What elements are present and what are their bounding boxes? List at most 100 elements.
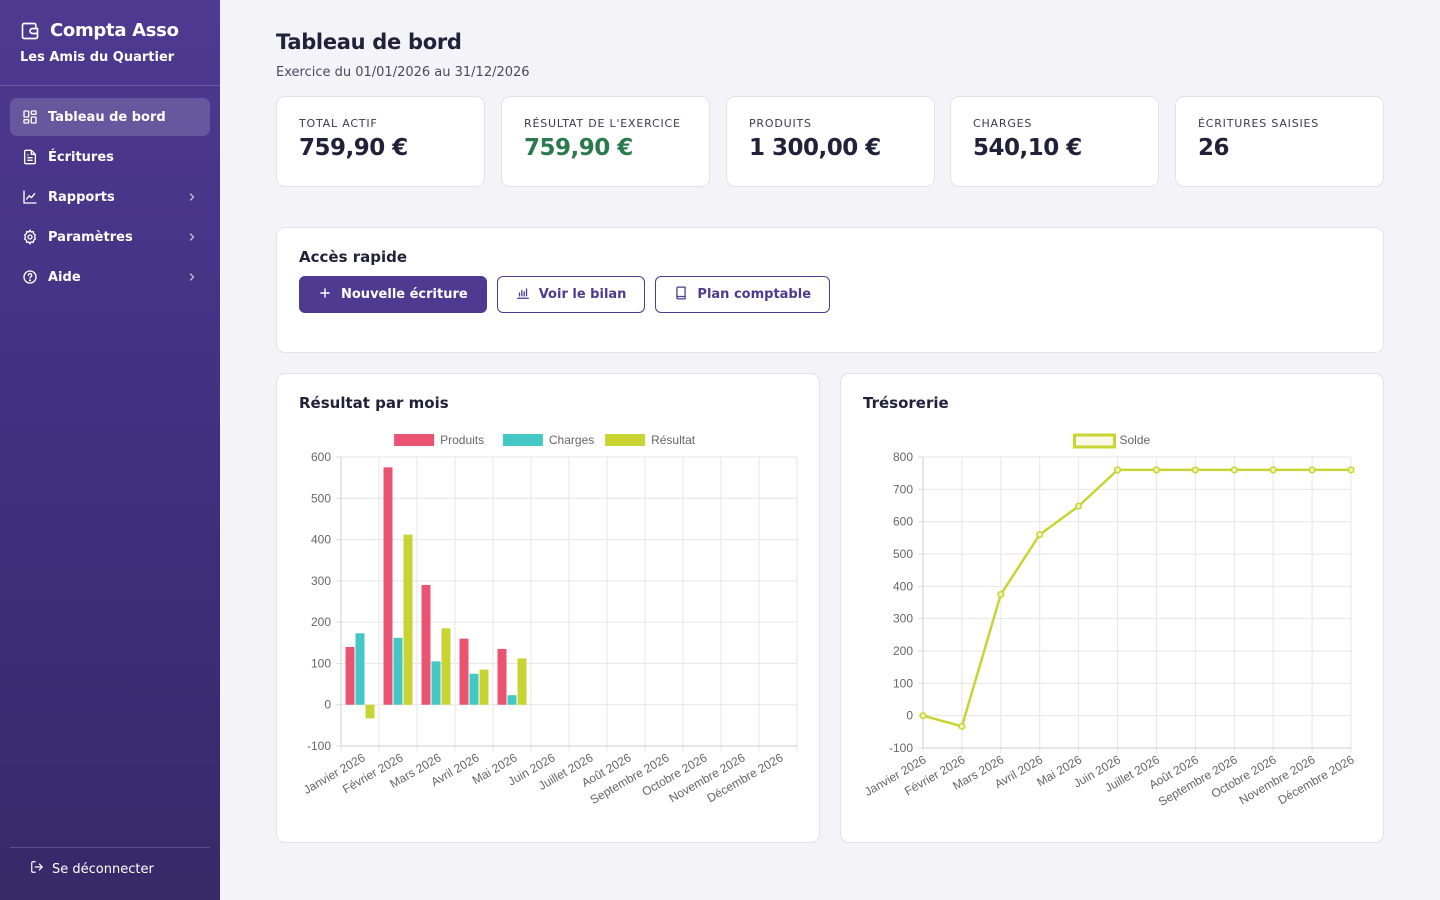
- sidebar-item-label: Rapports: [48, 189, 115, 205]
- sidebar: Compta Asso Les Amis du Quartier Tableau…: [0, 0, 220, 900]
- chevron-right-icon: [186, 231, 198, 243]
- chart-of-accounts-button[interactable]: Plan comptable: [655, 276, 831, 313]
- data-point: [1269, 466, 1277, 474]
- data-point: [958, 722, 966, 730]
- page-subtitle: Exercice du 01/01/2026 au 31/12/2026: [276, 65, 530, 80]
- book-icon: [674, 286, 688, 304]
- data-point: [1308, 466, 1316, 474]
- stat-label: Total actif: [299, 117, 378, 130]
- button-label: Voir le bilan: [538, 287, 627, 302]
- stat-value: 26: [1198, 135, 1230, 161]
- y-tick-label: 800: [893, 450, 913, 464]
- stat-card-charges: Charges 540,10 €: [950, 96, 1159, 187]
- bar-produits: [383, 467, 393, 705]
- button-label: Nouvelle écriture: [341, 287, 468, 302]
- bar-résultat: [403, 534, 413, 705]
- y-tick-label: 0: [324, 698, 331, 712]
- data-point: [997, 590, 1005, 598]
- y-tick-label: 0: [906, 709, 913, 723]
- app-name: Compta Asso: [50, 20, 179, 41]
- y-tick-label: 100: [893, 676, 913, 690]
- sidebar-nav: Tableau de bord Écritures Rapports Param…: [10, 98, 210, 298]
- y-tick-label: 200: [893, 644, 913, 658]
- logout-button[interactable]: Se déconnecter: [30, 860, 154, 878]
- stat-card-resultat: Résultat de l'exercice 759,90 €: [501, 96, 710, 187]
- page-title: Tableau de bord: [276, 30, 462, 54]
- sidebar-item-rapports[interactable]: Rapports: [10, 178, 210, 216]
- logout-label: Se déconnecter: [52, 861, 154, 877]
- data-point: [1230, 466, 1238, 474]
- y-tick-label: 600: [311, 450, 331, 464]
- data-point: [1075, 502, 1083, 510]
- stat-card-ecritures: Écritures saisies 26: [1175, 96, 1384, 187]
- sidebar-item-ecritures[interactable]: Écritures: [10, 138, 210, 176]
- stat-value: 540,10 €: [973, 135, 1082, 161]
- stat-value: 759,90 €: [299, 135, 408, 161]
- stat-card-total-actif: Total actif 759,90 €: [276, 96, 485, 187]
- stat-card-produits: Produits 1 300,00 €: [726, 96, 935, 187]
- wallet-icon: [20, 21, 40, 41]
- chevron-right-icon: [186, 191, 198, 203]
- bar-charges: [431, 661, 441, 705]
- bar-charges: [355, 633, 365, 705]
- y-tick-label: -100: [889, 741, 913, 755]
- bar-produits: [459, 638, 469, 705]
- gear-icon: [22, 229, 38, 245]
- view-balance-button[interactable]: Voir le bilan: [496, 276, 646, 313]
- help-icon: [22, 269, 38, 285]
- series-line-solde: [922, 468, 1351, 728]
- legend-label: Produits: [440, 433, 484, 447]
- button-label: Plan comptable: [697, 287, 812, 302]
- treasury-chart-card: Trésorerie 800 700 600 500 400 300 200 100 0 -100…: [840, 373, 1384, 843]
- sidebar-item-parametres[interactable]: Paramètres: [10, 218, 210, 256]
- legend-label: Solde: [1120, 433, 1151, 447]
- sidebar-item-label: Écritures: [48, 149, 114, 165]
- data-point: [1036, 531, 1044, 539]
- data-point: [1191, 466, 1199, 474]
- data-point: [919, 712, 927, 720]
- dashboard-icon: [22, 109, 38, 125]
- legend-label: Résultat: [651, 433, 696, 447]
- stat-label: Résultat de l'exercice: [524, 117, 681, 130]
- bar-résultat: [365, 704, 375, 719]
- organization-name: Les Amis du Quartier: [20, 50, 175, 65]
- bar-résultat: [517, 658, 527, 705]
- sidebar-item-aide[interactable]: Aide: [10, 258, 210, 296]
- stat-value: 759,90 €: [524, 135, 633, 161]
- legend-swatch: [1073, 433, 1116, 449]
- bar-résultat: [479, 669, 489, 705]
- legend-swatch: [502, 434, 543, 446]
- y-tick-label: 500: [311, 491, 331, 505]
- bar-produits: [497, 648, 507, 705]
- data-point: [1152, 466, 1161, 474]
- bar-charges: [393, 637, 403, 705]
- y-tick-label: 400: [893, 579, 913, 593]
- chart-line-icon: [22, 189, 38, 205]
- sidebar-item-label: Tableau de bord: [48, 109, 166, 125]
- chart-title: Résultat par mois: [299, 394, 449, 412]
- chart-title: Trésorerie: [863, 394, 949, 412]
- sidebar-divider: [0, 85, 220, 86]
- stat-label: Produits: [749, 117, 812, 130]
- y-tick-label: 700: [893, 482, 913, 496]
- sidebar-item-label: Paramètres: [48, 229, 133, 245]
- y-tick-label: 600: [893, 515, 913, 529]
- legend-swatch: [394, 434, 435, 446]
- stat-value: 1 300,00 €: [749, 135, 881, 161]
- sidebar-divider: [10, 847, 210, 848]
- logout-icon: [30, 860, 44, 878]
- legend-label: Charges: [549, 433, 594, 447]
- brand: Compta Asso Les Amis du Quartier: [20, 20, 210, 65]
- stat-label: Écritures saisies: [1198, 117, 1320, 130]
- document-icon: [22, 149, 38, 165]
- y-tick-label: 100: [311, 656, 331, 670]
- chevron-right-icon: [186, 271, 198, 283]
- new-entry-button[interactable]: Nouvelle écriture: [299, 276, 487, 313]
- sidebar-item-tableau-de-bord[interactable]: Tableau de bord: [10, 98, 210, 136]
- bar-produits: [421, 584, 431, 705]
- quick-access-card: Accès rapide Nouvelle écriture Voir le b…: [276, 227, 1384, 353]
- sidebar-item-label: Aide: [48, 269, 81, 285]
- monthly-result-chart-card: Résultat par mois 600 500 400 300 200 100 0 -10…: [276, 373, 820, 843]
